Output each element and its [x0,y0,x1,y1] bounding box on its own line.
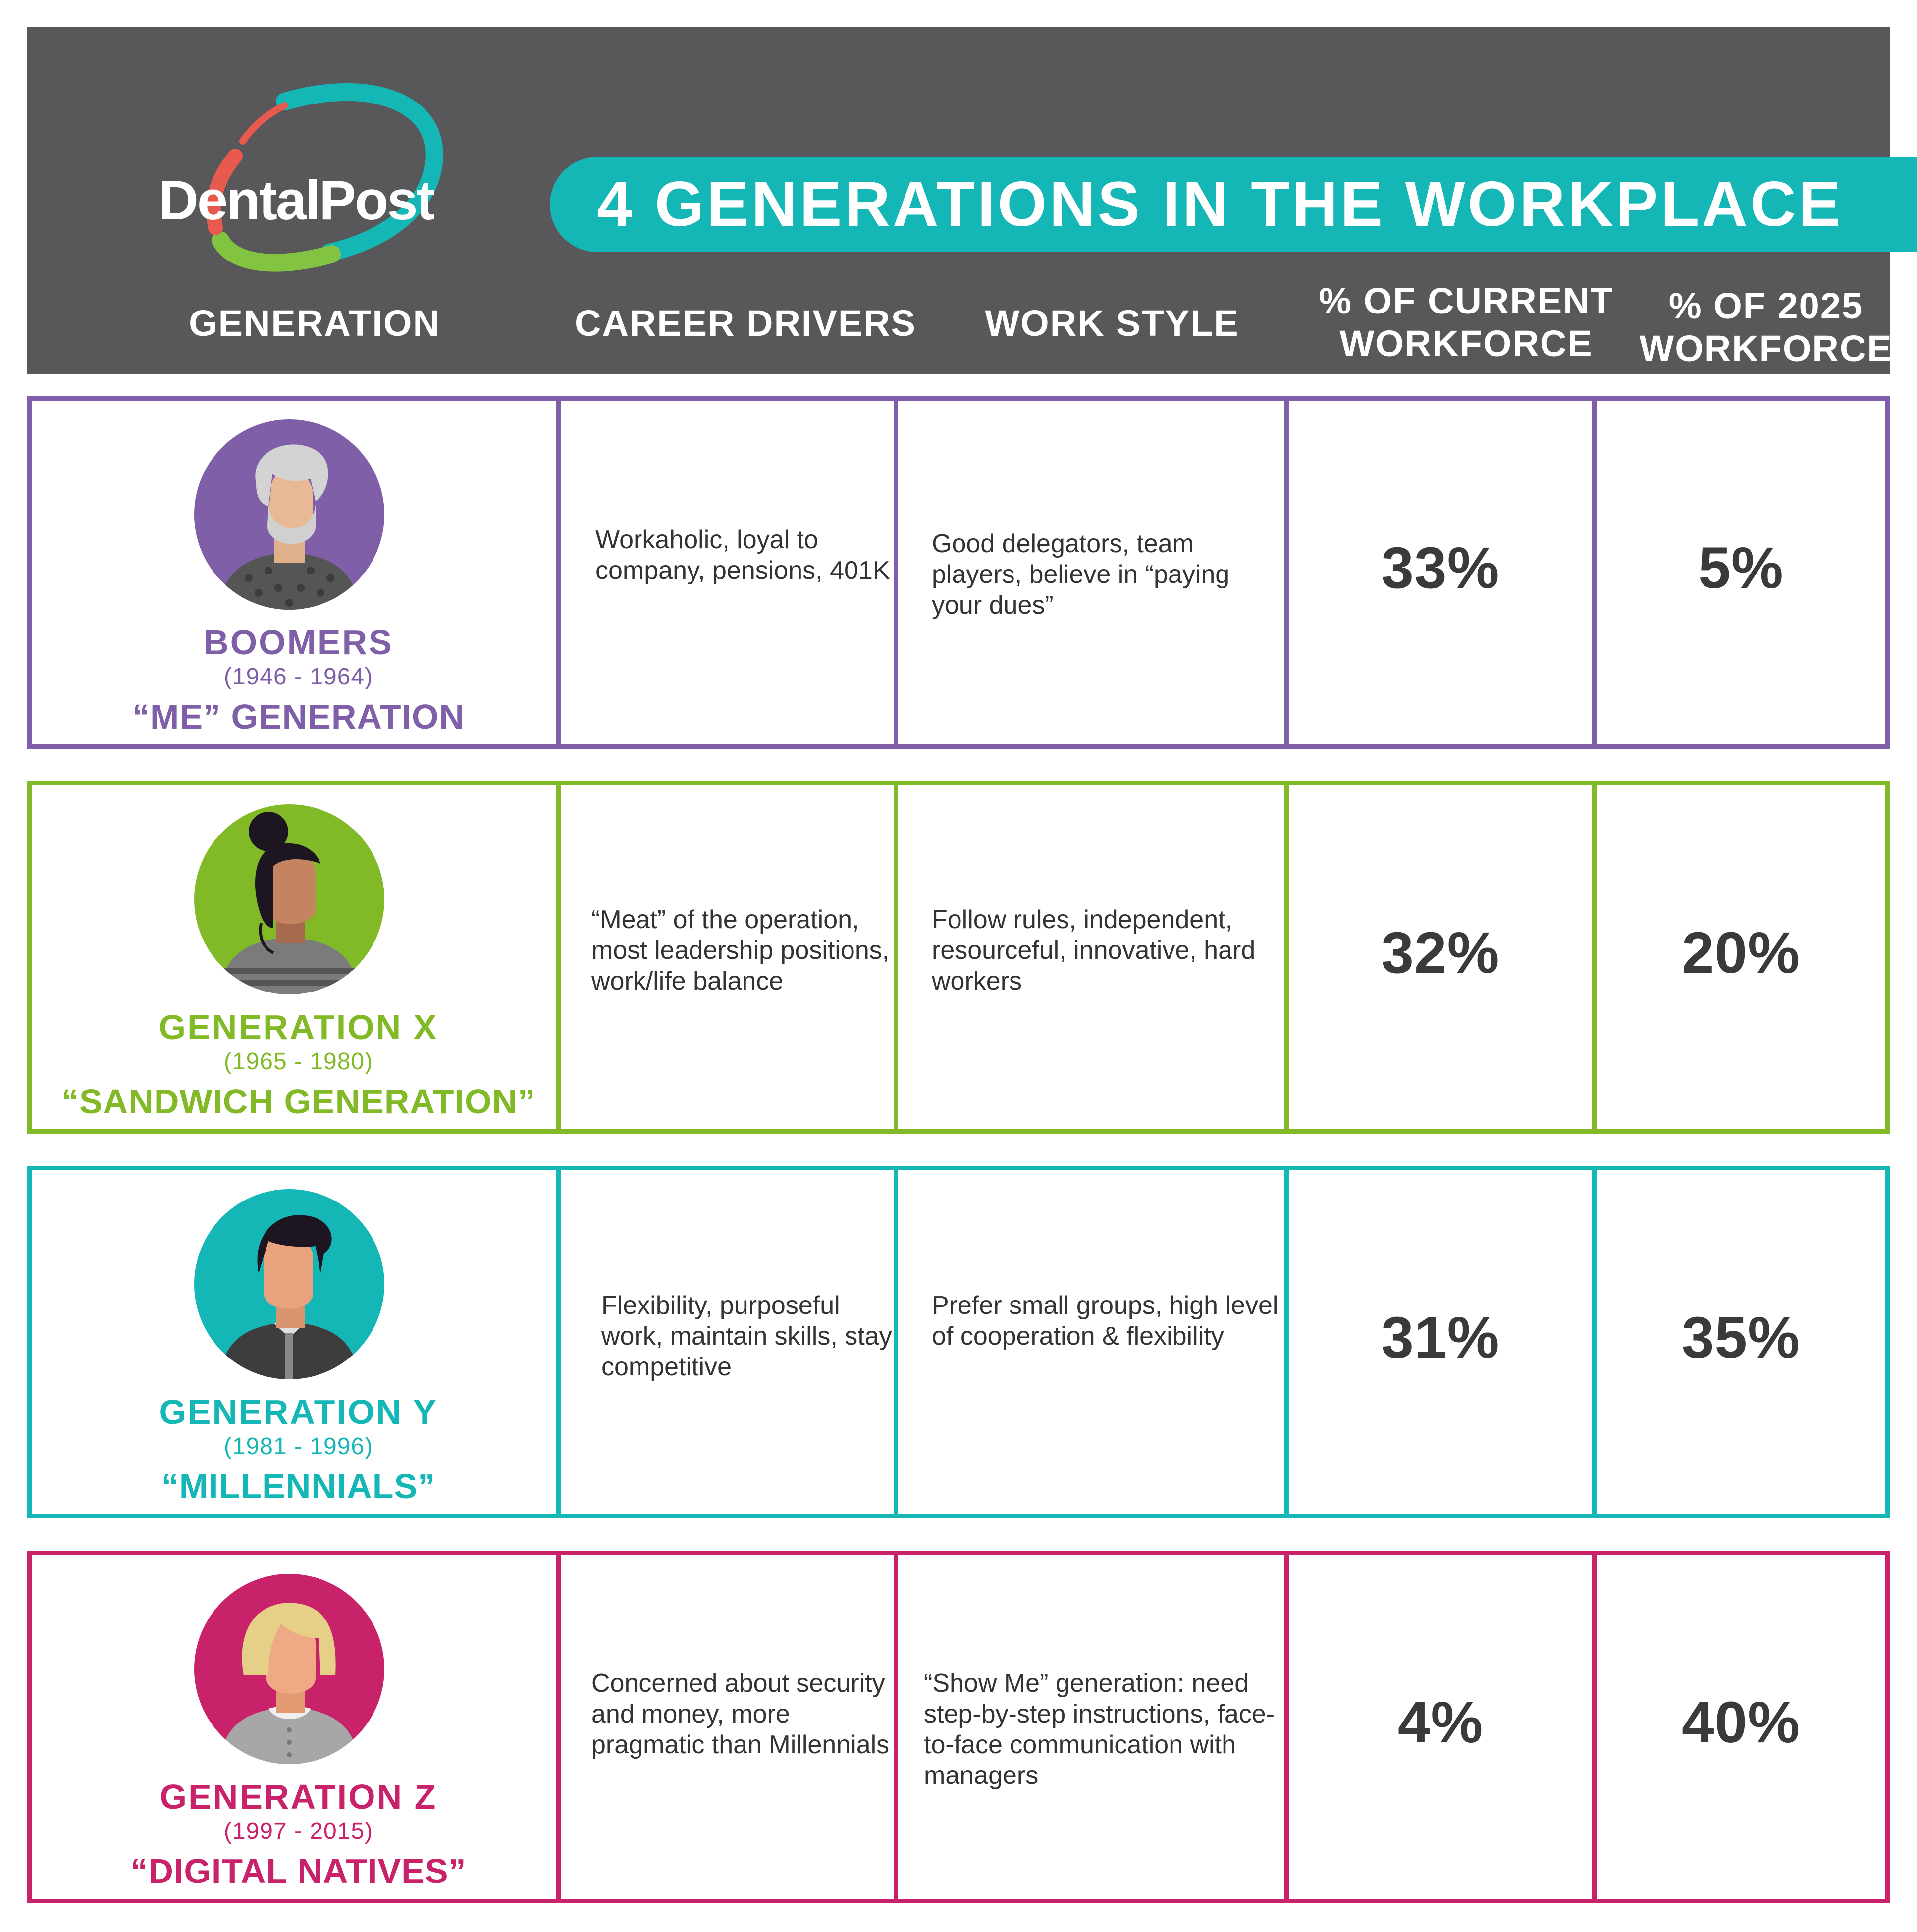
page-title: 4 GENERATIONS IN THE WORKPLACE [597,169,1843,240]
column-header-career-drivers: CAREER DRIVERS [575,303,916,344]
current-workforce-cell: 4% [1284,1551,1597,1903]
work-style-cell: Prefer small groups, high level of coope… [894,1166,1289,1518]
future-workforce-percent: 40% [1681,1690,1801,1755]
career-drivers-text: Flexibility, purposeful work, maintain s… [601,1291,892,1381]
career-drivers-cell: Concerned about security and money, more… [556,1551,898,1903]
future-workforce-percent: 35% [1681,1305,1801,1370]
current-workforce-cell: 33% [1284,396,1597,749]
future-workforce-cell: 40% [1592,1551,1890,1903]
older-man-avatar-icon [194,419,384,610]
generation-years: (1981 - 1996) [223,1433,373,1460]
generation-nickname: “DIGITAL NATIVES” [130,1852,467,1890]
table-row: GENERATION X (1965 - 1980) “SANDWICH GEN… [27,781,1890,1134]
dentalpost-logo: DentalPost [136,82,493,290]
work-style-cell: “Show Me” generation: need step-by-step … [894,1551,1289,1903]
title-banner: 4 GENERATIONS IN THE WORKPLACE [550,157,1917,252]
woman-bun-avatar-icon [194,804,384,994]
career-drivers-text: Workaholic, loyal to company, pensions, … [595,525,890,585]
career-drivers-cell: “Meat” of the operation, most leadership… [556,781,898,1134]
generation-years: (1997 - 2015) [223,1818,373,1844]
career-drivers-cell: Flexibility, purposeful work, maintain s… [556,1166,898,1518]
generation-name: GENERATION Y [159,1393,438,1431]
generation-years: (1946 - 1964) [223,664,373,690]
career-drivers-text: “Meat” of the operation, most leadership… [591,905,890,995]
table-row: GENERATION Z (1997 - 2015) “DIGITAL NATI… [27,1551,1890,1903]
generation-cell: GENERATION X (1965 - 1980) “SANDWICH GEN… [27,781,561,1134]
young-man-avatar-icon [194,1189,384,1379]
work-style-text: Prefer small groups, high level of coope… [932,1291,1278,1351]
future-workforce-cell: 20% [1592,781,1890,1134]
generation-nickname: “ME” GENERATION [132,697,465,736]
current-workforce-percent: 4% [1397,1690,1484,1755]
column-header-2025-workforce: % OF 2025 WORKFORCE [1639,285,1893,369]
work-style-text: Follow rules, independent, resourceful, … [932,905,1256,995]
generation-cell: GENERATION Z (1997 - 2015) “DIGITAL NATI… [27,1551,561,1903]
future-workforce-cell: 35% [1592,1166,1890,1518]
future-workforce-percent: 5% [1698,535,1784,601]
table-row: BOOMERS (1946 - 1964) “ME” GENERATION Wo… [27,396,1890,749]
work-style-text: Good delegators, team players, believe i… [932,529,1230,620]
table-row: GENERATION Y (1981 - 1996) “MILLENNIALS”… [27,1166,1890,1518]
generation-name: GENERATION Z [160,1777,437,1816]
young-woman-avatar-icon [194,1574,384,1764]
current-workforce-percent: 31% [1381,1305,1500,1370]
header-band: DentalPost 4 GENERATIONS IN THE WORKPLAC… [27,27,1917,374]
future-workforce-percent: 20% [1681,920,1801,986]
generation-name: GENERATION X [159,1008,438,1046]
work-style-cell: Good delegators, team players, believe i… [894,396,1289,749]
generation-cell: BOOMERS (1946 - 1964) “ME” GENERATION [27,396,561,749]
generation-nickname: “MILLENNIALS” [161,1467,436,1506]
current-workforce-cell: 32% [1284,781,1597,1134]
column-header-work-style: WORK STYLE [985,303,1239,344]
current-workforce-percent: 33% [1381,535,1500,601]
work-style-cell: Follow rules, independent, resourceful, … [894,781,1289,1134]
current-workforce-cell: 31% [1284,1166,1597,1518]
career-drivers-text: Concerned about security and money, more… [591,1669,890,1759]
generation-name: BOOMERS [204,623,393,662]
column-header-current-workforce: % OF CURRENT WORKFORCE [1319,280,1614,364]
generation-years: (1965 - 1980) [223,1048,373,1075]
generation-nickname: “SANDWICH GENERATION” [61,1082,535,1121]
generation-cell: GENERATION Y (1981 - 1996) “MILLENNIALS” [27,1166,561,1518]
career-drivers-cell: Workaholic, loyal to company, pensions, … [556,396,898,749]
future-workforce-cell: 5% [1592,396,1890,749]
work-style-text: “Show Me” generation: need step-by-step … [924,1669,1275,1790]
current-workforce-percent: 32% [1381,920,1500,986]
column-header-generation: GENERATION [189,303,440,344]
logo-text: DentalPost [159,169,435,231]
logo-swoosh-icon [206,83,443,272]
